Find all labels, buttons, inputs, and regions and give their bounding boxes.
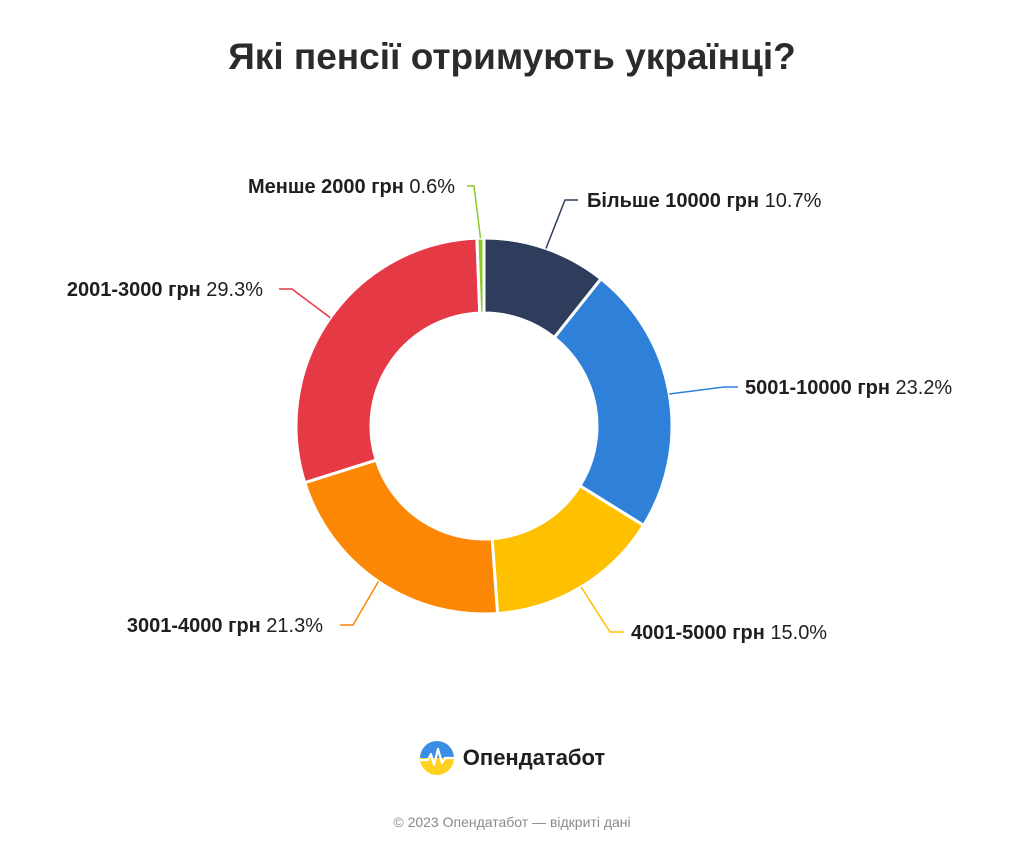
- donut-slice-5001-10000-грн: [552, 277, 674, 527]
- brand: Опендатабот: [0, 740, 1024, 776]
- slice-category: 5001-10000 грн: [745, 377, 890, 399]
- slice-label-2001-3000-грн: 2001-3000 грн 29.3%: [67, 279, 263, 301]
- chart-slices: [294, 236, 674, 616]
- slice-label-5001-10000-грн: 5001-10000 грн 23.2%: [745, 377, 952, 399]
- leader-line-більше-10000-грн: [545, 199, 578, 249]
- donut-slice-менше-2000-грн: [475, 236, 486, 315]
- leader-line-менше-2000-грн: [467, 185, 482, 239]
- leader-line-4001-5000-грн: [580, 586, 624, 633]
- slice-category: 4001-5000 грн: [631, 622, 765, 644]
- slice-value: 0.6%: [404, 176, 455, 198]
- slice-label-більше-10000-грн: Більше 10000 грн 10.7%: [587, 190, 822, 212]
- slice-category: Більше 10000 грн: [587, 190, 759, 212]
- slice-category: 2001-3000 грн: [67, 279, 201, 301]
- slice-value: 21.3%: [261, 615, 323, 637]
- leader-line-5001-10000-грн: [669, 386, 738, 395]
- slice-value: 23.2%: [890, 377, 952, 399]
- leader-line-2001-3000-грн: [279, 288, 331, 319]
- slice-category: Менше 2000 грн: [248, 176, 404, 198]
- brand-name: Опендатабот: [462, 745, 606, 770]
- slice-label-3001-4000-грн: 3001-4000 грн 21.3%: [127, 615, 323, 637]
- leader-line-3001-4000-грн: [340, 581, 380, 626]
- slice-value: 15.0%: [765, 622, 827, 644]
- donut-slice-2001-3000-грн: [294, 236, 482, 485]
- slice-value: 10.7%: [759, 190, 821, 212]
- footer-copyright: © 2023 Опендатабот — відкриті дані: [393, 814, 631, 830]
- slice-label-менше-2000-грн: Менше 2000 грн 0.6%: [248, 176, 455, 198]
- opendatabot-logo-icon: [419, 741, 454, 775]
- chart-title: Які пенсії отримують українці?: [228, 36, 796, 77]
- chart-labels: Більше 10000 грн 10.7% 5001-10000 грн 23.…: [67, 176, 953, 644]
- slice-category: 3001-4000 грн: [127, 615, 261, 637]
- slice-value: 29.3%: [201, 279, 263, 301]
- donut-slice-3001-4000-грн: [303, 458, 500, 616]
- slice-label-4001-5000-грн: 4001-5000 грн 15.0%: [631, 622, 827, 644]
- chart-leader-lines: [279, 185, 738, 633]
